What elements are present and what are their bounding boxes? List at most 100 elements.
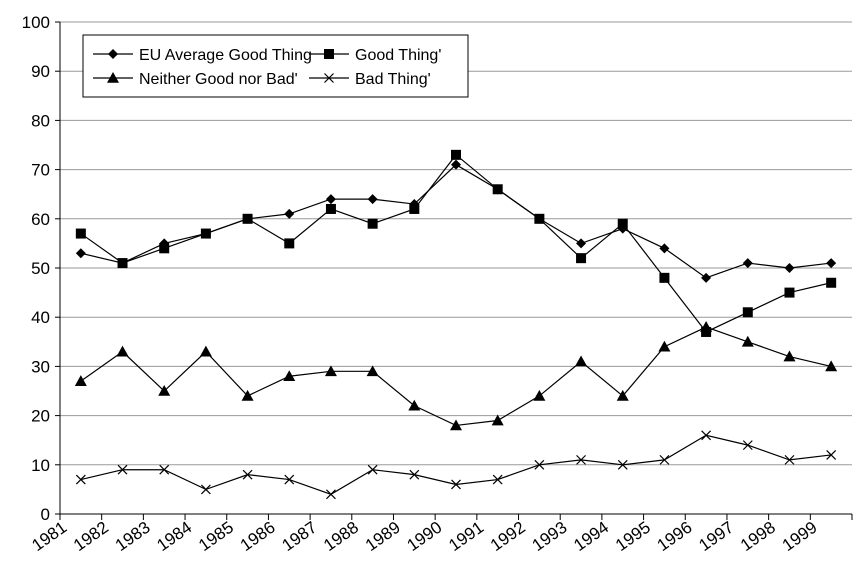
y-tick-label: 60 bbox=[31, 210, 50, 229]
y-tick-label: 20 bbox=[31, 407, 50, 426]
data-point-triangle bbox=[366, 365, 379, 377]
data-point-diamond bbox=[451, 159, 461, 170]
y-tick-labels: 0 10 20 30 40 50 60 70 80 90 100 bbox=[22, 13, 50, 524]
series-diamond bbox=[75, 159, 837, 283]
x-tick-label: 1989 bbox=[362, 518, 404, 555]
legend: EU Average Good Thing Good Thing' Neither … bbox=[82, 34, 469, 98]
x-marker-stroke bbox=[576, 454, 586, 465]
data-point-square bbox=[159, 243, 170, 254]
x-tick-labels: 1981 1982 1983 1984 1985 1986 1987 1988 1989 1990… bbox=[28, 518, 820, 555]
legend-item-triangle: Neither Good nor Bad' bbox=[93, 71, 298, 88]
data-point-x bbox=[784, 454, 795, 465]
x-tick-label: 1997 bbox=[695, 518, 737, 555]
axes bbox=[55, 21, 853, 520]
x-tick-label: 1984 bbox=[153, 518, 195, 555]
data-point-triangle bbox=[575, 355, 588, 367]
x-marker-stroke bbox=[701, 430, 712, 441]
data-point-triangle bbox=[616, 389, 629, 401]
data-point-diamond bbox=[659, 243, 670, 254]
data-point-triangle bbox=[491, 414, 504, 426]
data-point-x bbox=[326, 489, 336, 500]
data-point-square bbox=[242, 213, 253, 224]
x-tick-label: 1994 bbox=[570, 518, 612, 555]
x-tick-label: 1987 bbox=[279, 518, 321, 555]
x-marker-stroke bbox=[492, 474, 503, 485]
data-point-triangle bbox=[700, 321, 713, 332]
data-point-x bbox=[826, 450, 837, 460]
data-point-x bbox=[742, 440, 753, 451]
data-point-x bbox=[117, 464, 128, 475]
data-point-x bbox=[576, 454, 586, 465]
data-point-square bbox=[826, 277, 837, 288]
x-tick-label: 1992 bbox=[487, 518, 529, 555]
data-point-square bbox=[534, 213, 545, 224]
x-tick-label: 1990 bbox=[404, 518, 446, 555]
y-tick-label: 100 bbox=[22, 13, 50, 32]
data-point-diamond bbox=[75, 248, 86, 259]
data-point-diamond bbox=[576, 238, 587, 249]
x-marker-stroke bbox=[534, 459, 545, 470]
legend-item-diamond: EU Average Good Thing bbox=[93, 47, 312, 64]
data-point-square bbox=[659, 272, 670, 283]
data-point-triangle bbox=[408, 399, 421, 411]
x-marker-stroke bbox=[659, 454, 670, 465]
legend-box bbox=[82, 34, 469, 98]
data-point-x bbox=[242, 469, 253, 480]
x-marker-stroke bbox=[617, 459, 628, 470]
data-point-square bbox=[117, 258, 128, 269]
x-marker-stroke bbox=[326, 489, 336, 500]
data-point-triangle bbox=[783, 350, 796, 362]
x-marker-stroke bbox=[367, 464, 378, 475]
x-marker-stroke bbox=[75, 474, 86, 485]
legend-marker-x bbox=[324, 73, 334, 83]
data-point-square bbox=[701, 326, 712, 337]
y-tick-label: 10 bbox=[31, 456, 50, 475]
data-point-x bbox=[659, 454, 670, 465]
data-point-square bbox=[576, 253, 587, 264]
data-point-triangle bbox=[199, 345, 212, 357]
data-point-x bbox=[367, 464, 378, 475]
x-tick-label: 1985 bbox=[195, 518, 237, 555]
data-point-diamond bbox=[701, 272, 712, 283]
x-marker-stroke bbox=[242, 469, 253, 480]
data-point-triangle bbox=[658, 340, 671, 352]
data-point-x bbox=[409, 469, 420, 480]
legend-label: Bad Thing' bbox=[355, 71, 431, 88]
y-tick-label: 40 bbox=[31, 308, 50, 327]
x-marker-stroke bbox=[200, 484, 211, 495]
x-tick-label: 1998 bbox=[737, 518, 779, 555]
x-marker-stroke bbox=[826, 450, 837, 460]
data-point-x bbox=[534, 459, 545, 470]
x-marker-stroke bbox=[159, 464, 170, 475]
data-point-triangle bbox=[241, 389, 254, 401]
x-tick-label: 1982 bbox=[70, 518, 112, 555]
data-point-square bbox=[784, 287, 795, 298]
x-tick-label: 1995 bbox=[612, 518, 654, 555]
x-marker-stroke bbox=[284, 474, 295, 485]
data-point-diamond bbox=[325, 194, 336, 205]
series-line bbox=[80, 153, 832, 333]
data-point-diamond bbox=[367, 194, 378, 205]
series-triangle bbox=[74, 321, 838, 431]
x-tick-label: 1996 bbox=[654, 518, 696, 555]
data-point-x bbox=[159, 464, 170, 475]
legend-item-x: Bad Thing' bbox=[309, 71, 431, 88]
x-marker-stroke bbox=[451, 479, 461, 490]
data-point-square bbox=[200, 228, 211, 239]
y-tick-label: 50 bbox=[31, 259, 50, 278]
x-tick-label: 1988 bbox=[320, 518, 362, 555]
data-point-triangle bbox=[74, 375, 87, 386]
data-point-x bbox=[492, 474, 503, 485]
x-marker-stroke bbox=[409, 469, 420, 480]
data-point-x bbox=[284, 474, 295, 485]
x-marker-stroke bbox=[324, 73, 334, 83]
series-x bbox=[75, 430, 837, 500]
data-point-triangle bbox=[283, 370, 296, 382]
data-point-triangle bbox=[324, 365, 337, 377]
y-tick-label: 90 bbox=[31, 62, 50, 81]
x-marker-stroke bbox=[742, 440, 753, 451]
data-point-square bbox=[409, 203, 420, 214]
data-point-x bbox=[701, 430, 712, 441]
data-point-diamond bbox=[826, 258, 837, 269]
